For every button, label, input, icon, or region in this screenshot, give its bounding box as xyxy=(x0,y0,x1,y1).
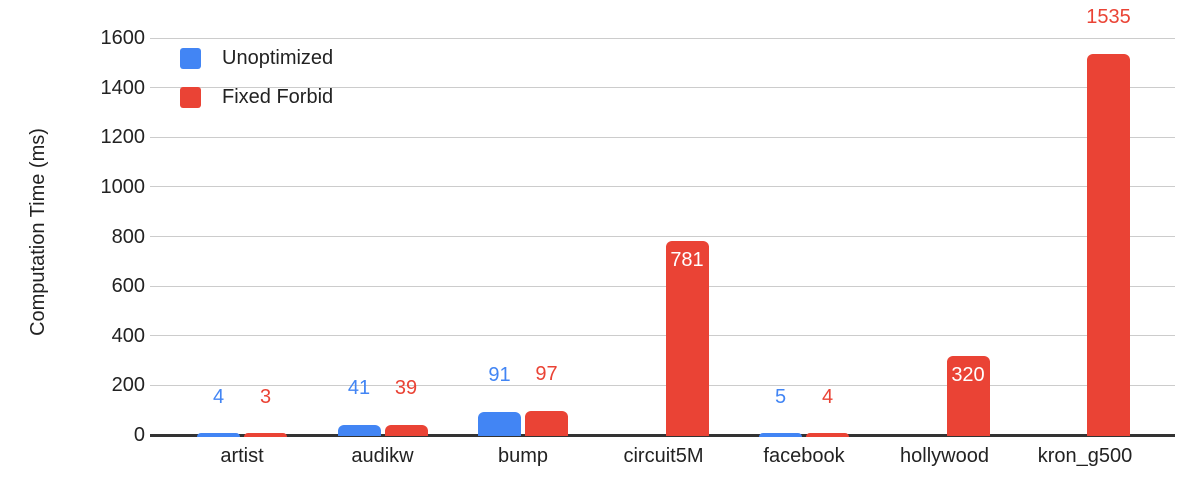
y-tick-label: 1600 xyxy=(100,27,146,49)
legend-label: Fixed Forbid xyxy=(222,86,334,108)
y-tick-label: 0 xyxy=(133,424,145,446)
category-label-kron_g500: kron_g500 xyxy=(1037,445,1133,467)
y-tick-label: 1200 xyxy=(100,126,146,149)
bar-value-label: 3 xyxy=(259,386,272,409)
y-tick-label: 600 xyxy=(111,275,145,298)
category-label-artist: artist xyxy=(220,445,264,467)
gridline xyxy=(150,136,1175,138)
bar-value-label: 4 xyxy=(212,386,225,408)
y-tick-label: 800 xyxy=(111,225,145,248)
bar-fixed-forbid-kron_g500 xyxy=(1087,54,1130,437)
gridline xyxy=(150,37,1175,39)
bar-unoptimized-facebook xyxy=(759,433,802,437)
category-label-facebook: facebook xyxy=(763,445,845,467)
bar-unoptimized-audikw xyxy=(337,424,381,437)
gridline xyxy=(150,236,1175,237)
category-label-circuit5M: circuit5M xyxy=(623,445,704,467)
y-tick-label: 1400 xyxy=(100,76,146,99)
bar-value-label: 4 xyxy=(821,386,834,408)
legend-label: Unoptimized xyxy=(222,47,334,69)
bar-unoptimized-bump xyxy=(478,412,521,437)
bar-value-label: 41 xyxy=(347,376,371,399)
legend-swatch-icon xyxy=(180,87,201,108)
bar-value-label: 5 xyxy=(774,385,787,408)
y-tick-label: 400 xyxy=(111,324,145,347)
bar-value-label: 39 xyxy=(394,377,418,400)
gridline xyxy=(150,87,1175,89)
gridline xyxy=(150,285,1175,287)
legend-item-unoptimized: Unoptimized xyxy=(180,48,333,69)
gridline xyxy=(150,186,1175,188)
bar-value-label: 1535 xyxy=(1086,6,1131,29)
bar-value-label: 781 xyxy=(670,249,704,272)
bar-value-label: 320 xyxy=(951,363,985,386)
bar-value-label: 97 xyxy=(535,362,558,385)
category-label-hollywood: hollywood xyxy=(900,445,989,467)
x-axis-baseline xyxy=(150,433,1175,437)
gridline xyxy=(150,384,1175,386)
bar-fixed-forbid-hollywood xyxy=(946,355,990,437)
bar-unoptimized-artist xyxy=(197,433,240,437)
y-tick-label: 200 xyxy=(111,374,145,397)
gridline xyxy=(150,335,1175,337)
category-label-bump: bump xyxy=(497,445,549,467)
legend-swatch-icon xyxy=(180,48,201,69)
category-label-audikw: audikw xyxy=(351,445,414,467)
bar-fixed-forbid-artist xyxy=(244,433,287,437)
bar-fixed-forbid-circuit5M xyxy=(665,241,709,437)
bar-fixed-forbid-audikw xyxy=(384,425,428,437)
bar-fixed-forbid-facebook xyxy=(806,433,849,437)
bar-fixed-forbid-bump xyxy=(525,410,568,437)
legend-item-fixed-forbid: Fixed Forbid xyxy=(180,87,333,108)
y-tick-label: 1000 xyxy=(100,175,146,198)
bar-value-label: 91 xyxy=(488,364,511,387)
